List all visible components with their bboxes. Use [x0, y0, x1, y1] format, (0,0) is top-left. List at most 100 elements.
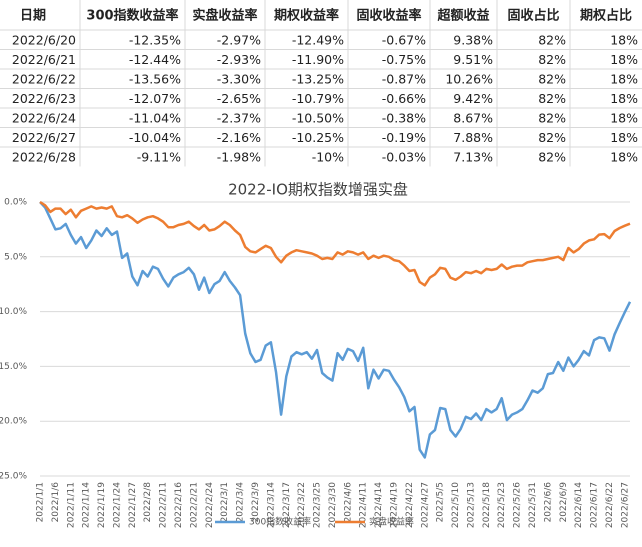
x-tick-label: 2022/1/1: [36, 482, 46, 522]
table-cell: -2.97%: [217, 32, 261, 47]
y-tick-label: 10.0%: [0, 307, 27, 317]
x-tick-label: 2022/3/30: [328, 482, 338, 528]
x-tick-label: 2022/1/19: [97, 482, 107, 528]
table-cell: 18%: [610, 110, 638, 125]
x-tick-label: 2022/6/17: [590, 482, 600, 528]
table-cell: 8.67%: [453, 110, 493, 125]
table-header: 日期: [20, 9, 46, 24]
table-header: 期权收益率: [274, 8, 339, 24]
table-cell: 2022/6/23: [12, 91, 76, 106]
table-cell: -13.56%: [129, 71, 181, 86]
x-tick-label: 2022/3/14: [266, 482, 276, 528]
x-tick-label: 2022/4/14: [374, 482, 384, 528]
table-cell: 2022/6/22: [12, 71, 76, 86]
table-cell: 9.38%: [453, 32, 493, 47]
x-tick-label: 2022/5/13: [466, 482, 476, 528]
x-tick-label: 2022/6/27: [620, 482, 630, 528]
table-header: 超额收益: [437, 8, 489, 24]
x-tick-label: 2022/2/16: [174, 482, 184, 528]
table-cell: -13.25%: [292, 71, 344, 86]
table-cell: -11.04%: [129, 110, 181, 125]
table-cell: -0.38%: [382, 110, 426, 125]
table-header: 实盘收益率: [192, 8, 257, 24]
table-cell: -12.07%: [129, 91, 181, 106]
table-cell: 82%: [538, 52, 566, 67]
table-cell: 10.26%: [445, 71, 493, 86]
series-line: [39, 200, 631, 287]
table-cell: 82%: [538, 149, 566, 164]
table-cell: 9.51%: [453, 52, 493, 67]
table-cell: -12.44%: [129, 52, 181, 67]
x-tick-label: 2022/4/27: [420, 482, 430, 528]
x-tick-label: 2022/3/4: [236, 482, 246, 523]
table-cell: 18%: [610, 52, 638, 67]
series-line: [39, 201, 632, 459]
table-cell: -0.87%: [382, 71, 426, 86]
table-cell: 18%: [610, 32, 638, 47]
table-cell: -0.67%: [382, 32, 426, 47]
x-tick-label: 2022/5/23: [497, 482, 507, 528]
x-tick-label: 2022/6/6: [543, 482, 553, 523]
table-cell: -2.37%: [217, 110, 261, 125]
x-tick-label: 2022/3/22: [297, 482, 307, 528]
x-tick-label: 2022/5/5: [436, 482, 446, 522]
table-cell: -12.49%: [292, 32, 344, 47]
table-cell: 82%: [538, 130, 566, 145]
table-cell: -12.35%: [129, 32, 181, 47]
x-tick-label: 2022/1/24: [112, 482, 122, 528]
table-cell: 2022/6/27: [12, 130, 76, 145]
x-tick-label: 2022/2/24: [205, 482, 215, 528]
table-header: 固收收益率: [356, 8, 421, 24]
table-cell: -10.04%: [129, 130, 181, 145]
table-cell: 82%: [538, 110, 566, 125]
table-cell: -1.98%: [217, 149, 261, 164]
table-cell: -10.50%: [292, 110, 344, 125]
table-cell: -0.19%: [382, 130, 426, 145]
x-tick-label: 2022/2/21: [189, 482, 199, 528]
x-tick-label: 2022/3/17: [282, 482, 292, 528]
x-tick-label: 2022/1/27: [128, 482, 138, 528]
x-tick-label: 2022/6/9: [559, 482, 569, 523]
legend-label: 300指数收益率: [249, 516, 311, 528]
y-tick-label: 20.0%: [0, 417, 27, 427]
table-cell: 2022/6/21: [12, 52, 76, 67]
y-tick-label: 0.0%: [4, 198, 27, 208]
table-cell: -11.90%: [292, 52, 344, 67]
x-tick-label: 2022/5/31: [528, 482, 538, 528]
table-cell: 82%: [538, 71, 566, 86]
table-cell: 2022/6/28: [12, 149, 76, 164]
x-tick-label: 2022/1/6: [51, 482, 61, 523]
x-tick-label: 2022/3/25: [313, 482, 323, 528]
table-cell: 18%: [610, 71, 638, 86]
x-tick-label: 2022/6/14: [574, 482, 584, 528]
table-cell: -2.65%: [217, 91, 261, 106]
x-tick-label: 2022/1/11: [66, 482, 76, 528]
table-cell: -10%: [312, 149, 344, 164]
x-tick-label: 2022/2/8: [143, 482, 153, 523]
table-cell: 18%: [610, 149, 638, 164]
table-cell: 7.88%: [453, 130, 493, 145]
x-tick-label: 2022/4/11: [359, 482, 369, 528]
x-tick-label: 2022/5/18: [482, 482, 492, 528]
table-cell: 82%: [538, 91, 566, 106]
table-header: 固收占比: [507, 8, 559, 24]
table-header: 300指数收益率: [86, 8, 178, 24]
table-cell: 2022/6/20: [12, 32, 76, 47]
table-header: 期权占比: [580, 8, 632, 24]
table-cell: -0.03%: [382, 149, 426, 164]
table-cell: 18%: [610, 130, 638, 145]
table-cell: -10.79%: [292, 91, 344, 106]
table-cell: 2022/6/24: [12, 110, 76, 125]
x-tick-label: 2022/5/10: [451, 482, 461, 528]
table-cell: -0.75%: [382, 52, 426, 67]
table-cell: -3.30%: [217, 71, 261, 86]
table-cell: -9.11%: [137, 149, 181, 164]
y-tick-label: 5.0%: [4, 252, 27, 262]
table-cell: -10.25%: [292, 130, 344, 145]
x-tick-label: 2022/4/19: [390, 482, 400, 528]
table-cell: -0.66%: [382, 91, 426, 106]
y-tick-label: 15.0%: [0, 362, 27, 372]
